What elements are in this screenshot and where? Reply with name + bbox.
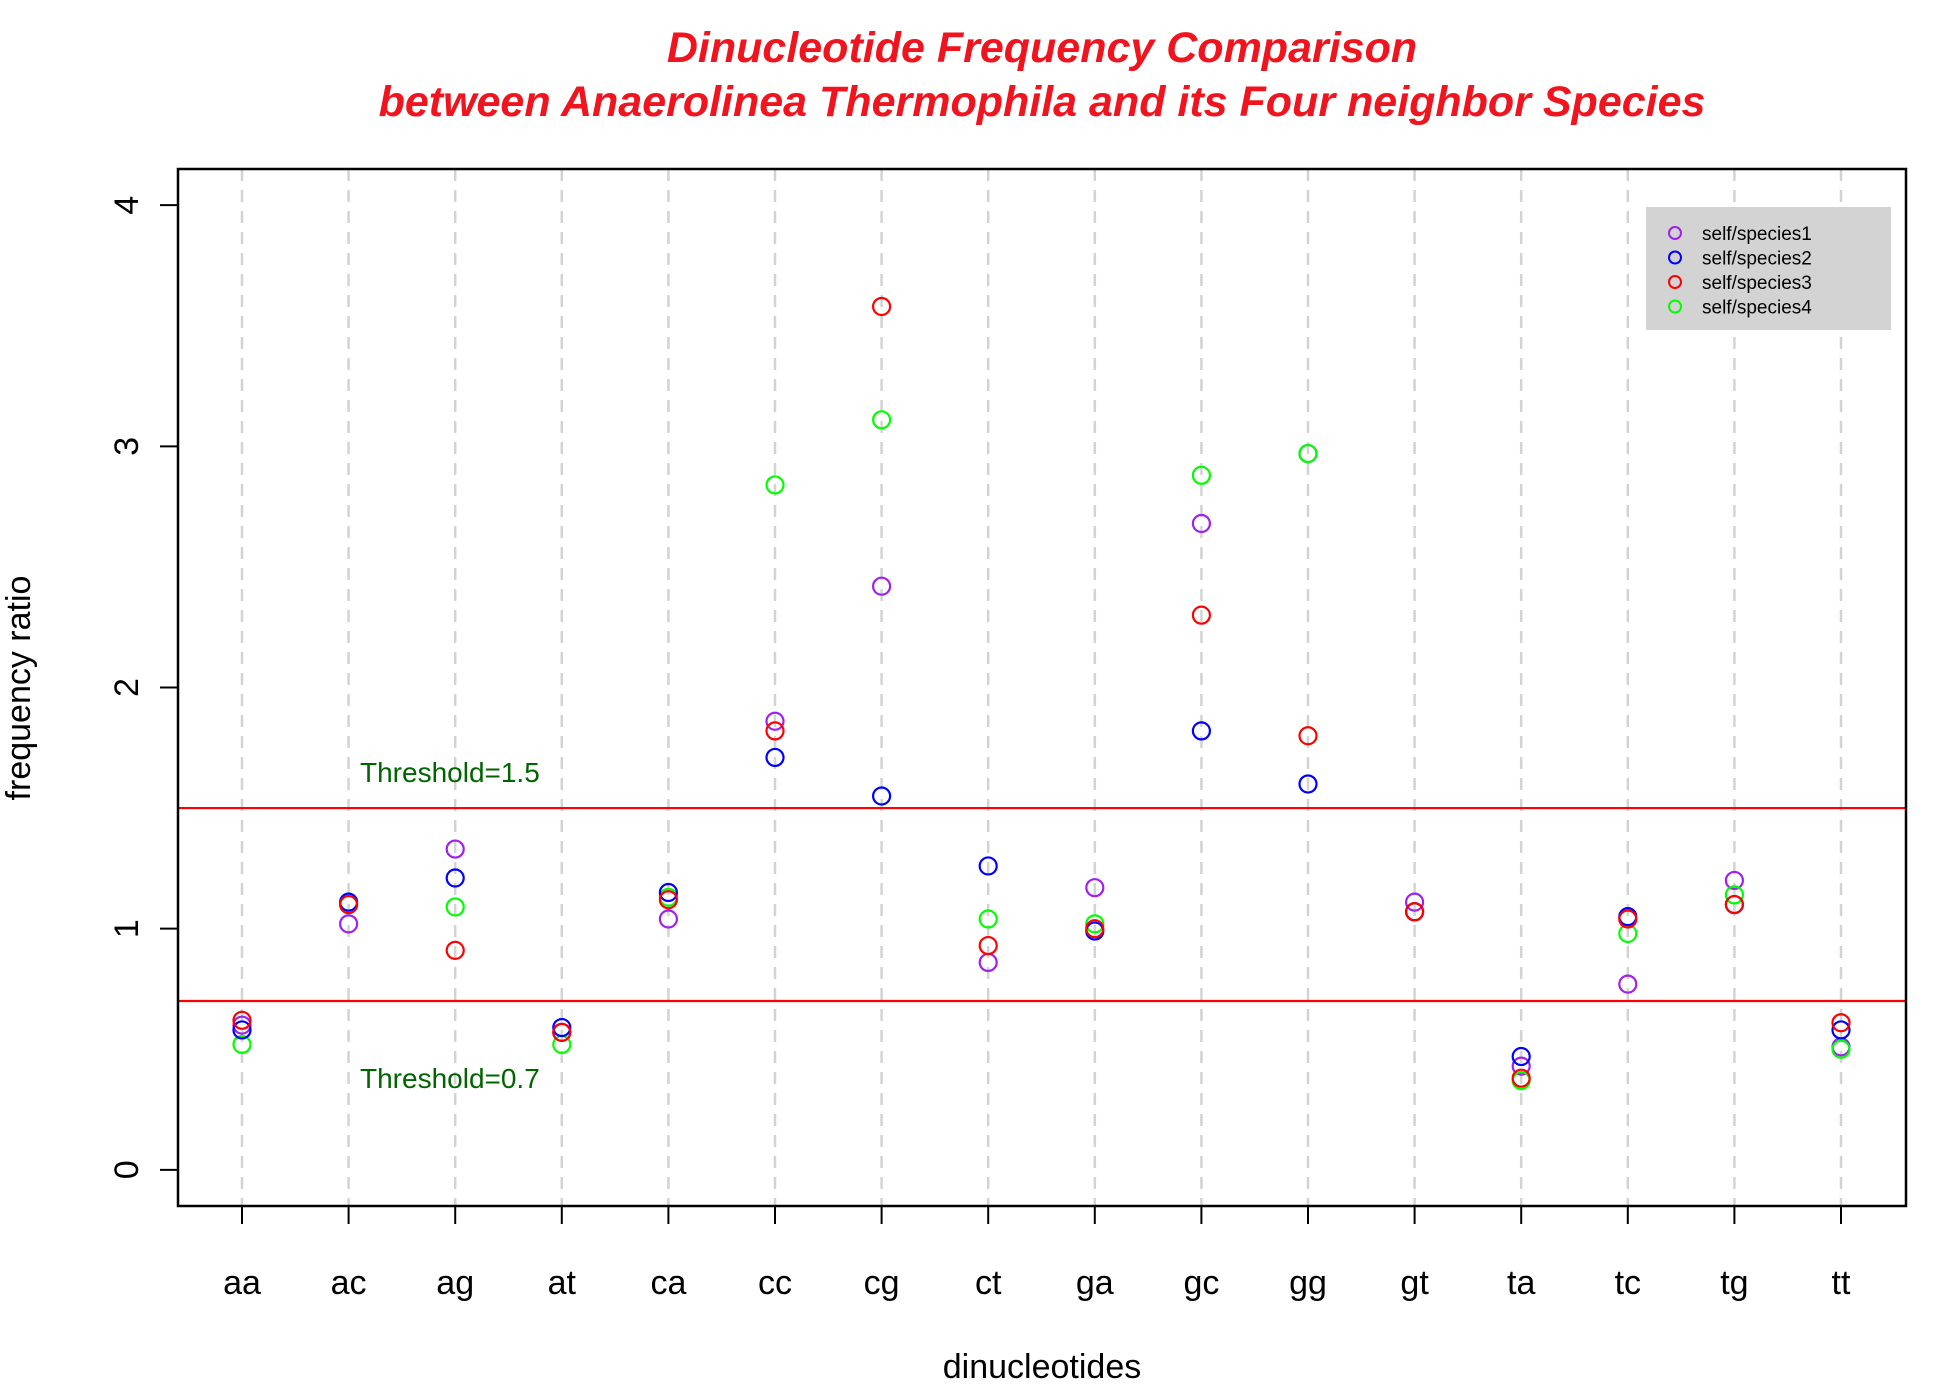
point-series1-gt xyxy=(1404,892,1425,912)
y-tick-label-2: 2 xyxy=(108,678,146,697)
point-series3-ct xyxy=(978,935,998,956)
point-series1-cg xyxy=(871,576,892,596)
y-axis-title: frequency ratio xyxy=(0,576,38,801)
point-series3-gt xyxy=(1404,902,1425,922)
point-series3-tt xyxy=(1831,1013,1851,1033)
x-axis-title: dinucleotides xyxy=(943,1348,1141,1386)
x-tick-label-tt: tt xyxy=(1832,1264,1851,1302)
point-series4-tt xyxy=(1831,1039,1851,1059)
y-tick-label-0: 0 xyxy=(108,1160,146,1179)
threshold-label-lower: Threshold=0.7 xyxy=(360,1063,540,1094)
legend-label-4: self/species4 xyxy=(1702,298,1812,319)
threshold-lines xyxy=(178,806,1906,1003)
x-tick-label-tg: tg xyxy=(1720,1264,1748,1302)
point-series1-ta xyxy=(1511,1056,1531,1076)
point-series4-aa xyxy=(232,1034,252,1055)
point-series2-tt xyxy=(1831,1020,1851,1040)
point-series2-ct xyxy=(978,856,998,876)
legend-marker-4 xyxy=(1668,299,1682,314)
point-series2-cg xyxy=(871,786,892,806)
x-tick-label-ag: ag xyxy=(436,1264,474,1302)
point-series3-tg xyxy=(1724,894,1745,915)
threshold-label-upper: Threshold=1.5 xyxy=(360,757,540,788)
x-tick-label-at: at xyxy=(548,1264,577,1302)
point-series3-aa xyxy=(232,1010,252,1030)
point-series3-ga xyxy=(1085,919,1105,939)
x-tick-label-tc: tc xyxy=(1615,1264,1641,1302)
x-tick-label-ta: ta xyxy=(1507,1264,1535,1302)
point-series2-aa xyxy=(232,1020,252,1040)
point-series3-gg xyxy=(1298,726,1318,746)
legend: self/species1 self/species2 self/species3 s… xyxy=(1646,207,1891,330)
point-series1-ca xyxy=(658,909,679,929)
x-tick-label-ca: ca xyxy=(650,1264,686,1302)
legend-marker-2 xyxy=(1668,250,1682,265)
data-points xyxy=(232,296,1851,1091)
legend-label-2: self/species2 xyxy=(1702,249,1812,270)
point-series4-tg xyxy=(1724,885,1745,905)
legend-marker-1 xyxy=(1668,226,1682,240)
point-series1-ga xyxy=(1085,878,1105,898)
point-series2-gg xyxy=(1298,774,1318,794)
y-tick-label-4: 4 xyxy=(108,196,146,215)
point-series4-ga xyxy=(1085,914,1105,934)
point-series4-cg xyxy=(871,410,892,430)
point-series2-cc xyxy=(765,747,785,768)
x-tick-label-cg: cg xyxy=(864,1264,900,1302)
x-axis: aa ac ag at ca cc cg ct ga gc gg gt ta tc tg tt xyxy=(223,1206,1851,1302)
point-series4-cc xyxy=(765,475,785,495)
point-series1-tc xyxy=(1618,974,1638,994)
point-series4-ct xyxy=(978,909,998,929)
point-series1-tg xyxy=(1724,870,1745,891)
point-series4-ag xyxy=(445,897,465,917)
x-tick-label-aa: aa xyxy=(223,1264,261,1302)
legend-marker-3 xyxy=(1668,275,1682,289)
legend-box xyxy=(1646,207,1891,330)
x-tick-label-gc: gc xyxy=(1183,1264,1219,1302)
point-series3-cg xyxy=(871,296,892,317)
point-series2-at xyxy=(552,1017,572,1038)
point-series1-aa xyxy=(232,1015,252,1035)
legend-label-1: self/species1 xyxy=(1702,224,1812,245)
point-series3-at xyxy=(552,1022,572,1042)
point-series1-cc xyxy=(765,711,785,731)
x-tick-label-gg: gg xyxy=(1289,1264,1327,1302)
legend-label-3: self/species3 xyxy=(1702,273,1812,294)
y-tick-label-3: 3 xyxy=(108,437,146,456)
point-series2-ag xyxy=(445,868,465,888)
point-series2-ca xyxy=(658,882,679,903)
y-tick-label-1: 1 xyxy=(108,919,146,938)
point-series3-ag xyxy=(445,940,465,960)
point-series3-ac xyxy=(339,894,359,915)
x-tick-label-ct: ct xyxy=(975,1264,1002,1302)
x-tick-label-gt: gt xyxy=(1400,1264,1429,1302)
y-axis: 0 1 2 3 4 xyxy=(108,196,179,1179)
x-tick-label-ac: ac xyxy=(331,1264,367,1302)
point-series2-gc xyxy=(1191,721,1212,741)
point-series4-gc xyxy=(1191,465,1212,485)
point-series1-ag xyxy=(445,839,465,859)
point-series3-tc xyxy=(1618,909,1638,929)
point-series1-gc xyxy=(1191,513,1212,534)
point-series3-cc xyxy=(765,721,785,741)
chart-title-line-1: Dinucleotide Frequency Comparison xyxy=(667,24,1417,72)
point-series3-ca xyxy=(658,890,679,910)
vertical-grid-lines xyxy=(240,169,1843,1206)
point-series4-gg xyxy=(1298,443,1318,464)
x-tick-label-ga: ga xyxy=(1076,1264,1114,1302)
x-tick-label-cc: cc xyxy=(758,1264,792,1302)
point-series3-ta xyxy=(1511,1068,1531,1088)
point-series3-gc xyxy=(1191,605,1212,625)
point-series2-ta xyxy=(1511,1046,1531,1067)
point-series1-ac xyxy=(339,914,359,934)
chart-title-line-2: between Anaerolinea Thermophila and its … xyxy=(379,78,1706,126)
